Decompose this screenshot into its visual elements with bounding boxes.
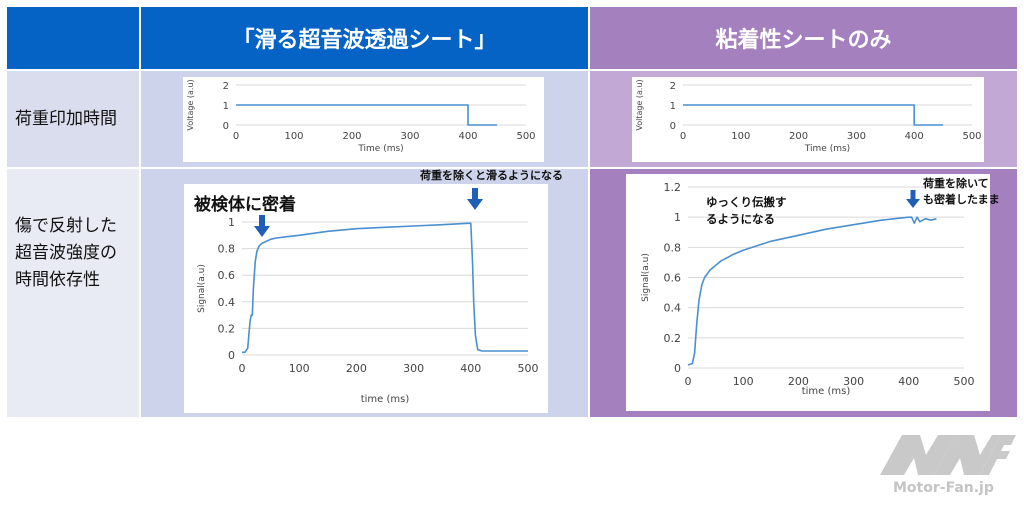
y-tick-label: 0 <box>223 121 229 132</box>
y-axis-label: Signal(a.u) <box>641 253 651 302</box>
y-tick-label: 0.8 <box>664 241 682 254</box>
y-tick-label: 0.2 <box>664 332 682 345</box>
y-tick-label: 1 <box>670 101 676 112</box>
y-tick-label: 0 <box>228 349 235 362</box>
y-tick-label: 1.2 <box>664 181 682 194</box>
x-axis-label: time (ms) <box>361 394 410 405</box>
x-tick-label: 400 <box>905 131 924 142</box>
y-tick-label: 0.8 <box>218 243 236 256</box>
header-left: 「滑る超音波透過シート」 <box>141 7 588 69</box>
annotation-slide: 荷重を除くと滑るようになる <box>420 169 563 182</box>
y-tick-label: 2 <box>223 81 229 92</box>
series-line <box>242 222 528 354</box>
x-tick-label: 200 <box>346 362 367 375</box>
signal-chart-right-box: 0 0.2 0.4 0.6 0.8 1 1.2 0 100 200 300 400 500 time (m… <box>626 174 990 411</box>
y-tick-label: 0 <box>670 121 676 132</box>
x-tick-label: 200 <box>342 131 361 142</box>
voltage-chart-left: 0 1 2 0 100 200 300 400 500 Time (ms) Voltage (a.u… <box>186 79 536 154</box>
y-axis-label: Voltage (a.u) <box>186 79 195 130</box>
x-axis-label: time (ms) <box>802 386 851 397</box>
x-tick-label: 500 <box>518 362 539 375</box>
x-tick-label: 500 <box>954 375 975 388</box>
x-tick-label: 500 <box>962 131 981 142</box>
series-line <box>236 104 497 126</box>
y-tick-label: 2 <box>670 81 676 92</box>
y-tick-label: 1 <box>674 211 681 224</box>
row2-label-text: 傷で反射した 超音波強度の 時間依存性 <box>15 216 117 290</box>
voltage-chart-left-box: 0 1 2 0 100 200 300 400 500 Time (ms) Voltage (a.u… <box>183 77 544 162</box>
y-tick-label: 1 <box>228 216 235 229</box>
x-tick-label: 400 <box>460 362 481 375</box>
signal-chart-right: 0 0.2 0.4 0.6 0.8 1 1.2 0 100 200 300 400 500 time (m… <box>641 181 975 397</box>
row1-label: 荷重印加時間 <box>7 71 139 167</box>
series-line <box>687 216 937 366</box>
x-tick-label: 100 <box>733 375 754 388</box>
motorfan-logo-text: Motor-Fan.jp <box>893 480 994 496</box>
y-tick-label: 0.6 <box>664 272 682 285</box>
x-axis-label: Time (ms) <box>804 144 850 154</box>
y-tick-label: 0.6 <box>218 269 236 282</box>
annotation-slow: ゆっくり伝搬す るようになる <box>706 195 787 226</box>
y-tick-label: 0.4 <box>664 302 682 315</box>
y-tick-label: 0.4 <box>218 296 236 309</box>
x-tick-label: 400 <box>898 375 919 388</box>
x-tick-label: 300 <box>403 362 424 375</box>
x-tick-label: 100 <box>731 131 750 142</box>
series-line <box>683 104 944 126</box>
header-right: 粘着性シートのみ <box>590 7 1017 69</box>
signal-chart-left: 0 0.2 0.4 0.6 0.8 1 0 100 200 300 400 500 time (ms) S… <box>197 216 539 405</box>
x-tick-label: 200 <box>789 131 808 142</box>
x-tick-label: 400 <box>458 131 477 142</box>
voltage-chart-right-box: 0 1 2 0 100 200 300 400 500 Time (ms) Voltage (a.u… <box>632 77 984 162</box>
arrow-stick-icon <box>906 190 920 208</box>
annotation-stick: 荷重を除いて も密着したまま <box>923 177 1000 206</box>
y-axis-label: Voltage (a.u) <box>635 79 644 130</box>
x-tick-label: 100 <box>284 131 303 142</box>
x-tick-label: 0 <box>239 362 246 375</box>
motorfan-logo-icon <box>880 435 1016 475</box>
annotation-contact: 被検体に密着 <box>194 195 296 215</box>
row2-label: 傷で反射した 超音波強度の 時間依存性 <box>7 169 139 417</box>
x-tick-label: 500 <box>516 131 535 142</box>
y-tick-label: 1 <box>223 101 229 112</box>
arrow-contact-icon <box>254 215 270 237</box>
arrow-slide-icon <box>467 188 483 210</box>
x-tick-label: 300 <box>400 131 419 142</box>
x-axis-label: Time (ms) <box>357 144 403 154</box>
signal-chart-left-box: 0 0.2 0.4 0.6 0.8 1 0 100 200 300 400 500 time (ms) S… <box>184 184 548 413</box>
y-tick-label: 0 <box>674 362 681 375</box>
x-tick-label: 300 <box>847 131 866 142</box>
x-tick-label: 300 <box>843 375 864 388</box>
x-tick-label: 0 <box>233 131 239 142</box>
x-tick-label: 200 <box>788 375 809 388</box>
x-tick-label: 0 <box>680 131 686 142</box>
y-tick-label: 0.2 <box>218 322 236 335</box>
x-tick-label: 0 <box>685 375 692 388</box>
header-corner <box>7 7 139 69</box>
voltage-chart-right: 0 1 2 0 100 200 300 400 500 Time (ms) Voltage (a.u… <box>635 79 982 154</box>
x-tick-label: 100 <box>289 362 310 375</box>
y-axis-label: Signal(a.u) <box>197 264 207 313</box>
